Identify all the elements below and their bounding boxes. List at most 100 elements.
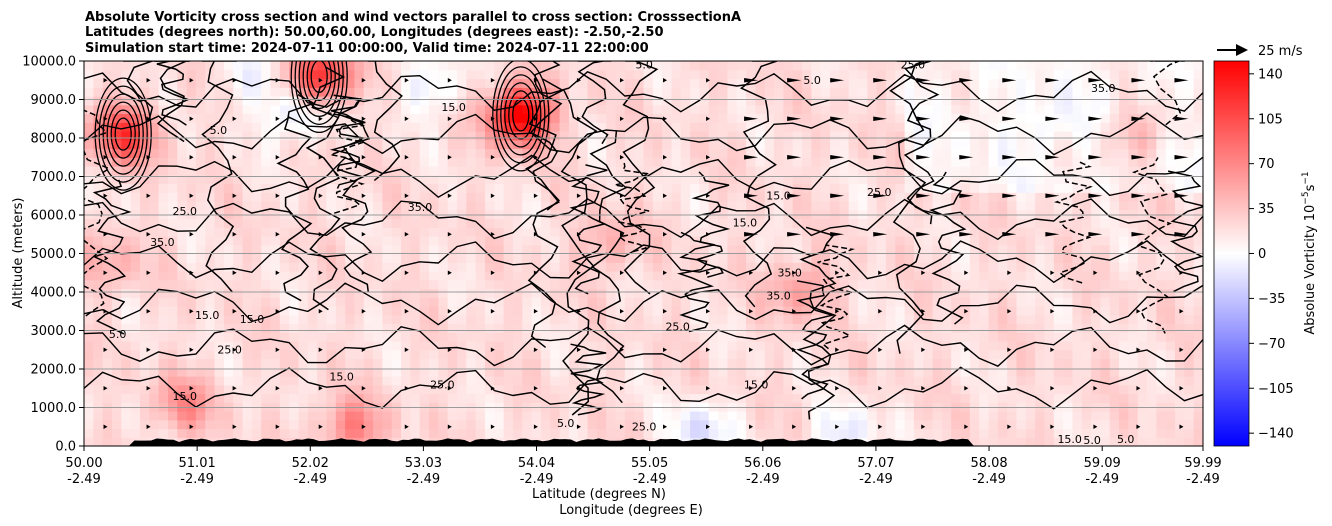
vorticity-cell — [1193, 96, 1203, 106]
vorticity-cell — [680, 323, 691, 333]
vorticity-cell — [1109, 411, 1120, 421]
vorticity-cell — [1063, 113, 1074, 123]
vorticity-cell — [512, 218, 523, 228]
vorticity-cell — [298, 402, 309, 412]
vorticity-cell — [1044, 157, 1055, 167]
vorticity-cell — [774, 297, 784, 307]
vorticity-cell — [373, 297, 383, 307]
vorticity-cell — [662, 384, 673, 395]
vorticity-cell — [149, 78, 160, 88]
vorticity-cell — [317, 201, 328, 211]
vorticity-cell — [652, 428, 663, 438]
vorticity-cell — [857, 148, 868, 158]
vorticity-cell — [1109, 358, 1120, 368]
vorticity-cell — [447, 218, 458, 228]
vorticity-cell — [466, 419, 477, 430]
vorticity-cell — [1081, 411, 1092, 421]
vorticity-cell — [438, 218, 449, 228]
vorticity-cell — [792, 306, 803, 316]
vorticity-cell — [503, 96, 514, 106]
vorticity-cell — [382, 393, 393, 403]
vorticity-cell — [242, 271, 253, 281]
vorticity-cell — [167, 192, 178, 202]
vorticity-cell — [1156, 341, 1167, 351]
vorticity-cell — [410, 139, 421, 150]
vorticity-cell — [475, 384, 486, 395]
vorticity-cell — [774, 166, 784, 176]
vorticity-cell — [634, 428, 645, 438]
vorticity-cell — [1109, 148, 1120, 158]
vorticity-cell — [457, 411, 467, 421]
vorticity-cell — [195, 174, 206, 185]
vorticity-cell — [746, 314, 756, 325]
vorticity-cell — [960, 402, 971, 412]
vorticity-cell — [186, 428, 197, 438]
vorticity-cell — [457, 358, 467, 368]
vorticity-cell — [811, 131, 822, 141]
vorticity-cell — [149, 384, 160, 395]
vorticity-cell — [1007, 262, 1018, 272]
vorticity-cell — [93, 367, 104, 377]
vorticity-cell — [774, 262, 784, 272]
vorticity-cell — [195, 87, 206, 97]
vorticity-cell — [233, 376, 244, 386]
vorticity-cell — [494, 332, 505, 342]
vorticity-cell — [1193, 402, 1203, 412]
vorticity-cell — [93, 262, 104, 272]
vorticity-cell — [261, 288, 272, 298]
vorticity-cell — [755, 332, 766, 342]
vorticity-cell — [1165, 332, 1176, 342]
vorticity-cell — [298, 183, 309, 193]
vorticity-cell — [559, 166, 570, 176]
vorticity-cell — [382, 244, 393, 255]
vorticity-cell — [373, 253, 383, 263]
vorticity-cell — [1156, 244, 1167, 255]
vorticity-cell — [447, 253, 458, 263]
vorticity-cell — [792, 192, 803, 202]
vorticity-cell — [857, 236, 868, 246]
vorticity-cell — [820, 411, 831, 421]
vorticity-cell — [690, 428, 701, 438]
vorticity-cell — [233, 113, 244, 123]
vorticity-cell — [988, 384, 999, 395]
vorticity-cell — [736, 122, 747, 132]
vorticity-cell — [1119, 271, 1129, 281]
vorticity-cell — [969, 122, 980, 132]
vorticity-cell — [923, 271, 934, 281]
vorticity-cell — [550, 157, 561, 167]
vorticity-cell — [1063, 411, 1074, 421]
vorticity-cell — [941, 104, 952, 115]
vorticity-cell — [1025, 244, 1036, 255]
vorticity-cell — [1156, 96, 1167, 106]
vorticity-cell — [708, 201, 719, 211]
vorticity-cell — [857, 279, 868, 290]
vorticity-cell — [727, 384, 738, 395]
vorticity-cell — [1156, 104, 1167, 115]
vorticity-cell — [671, 376, 682, 386]
vorticity-cell — [1063, 288, 1074, 298]
vorticity-cell — [373, 384, 383, 395]
vorticity-cell — [345, 201, 356, 211]
vorticity-cell — [774, 157, 784, 167]
vorticity-cell — [690, 87, 701, 97]
vorticity-cell — [158, 236, 169, 246]
vorticity-cell — [895, 279, 906, 290]
vorticity-cell — [997, 227, 1008, 237]
vorticity-cell — [373, 428, 383, 438]
vorticity-cell — [913, 306, 924, 316]
vorticity-cell — [1128, 323, 1139, 333]
vorticity-cell — [1137, 332, 1148, 342]
vorticity-cell — [401, 174, 411, 185]
vorticity-cell — [904, 402, 915, 412]
vorticity-cell — [727, 332, 738, 342]
vorticity-cell — [774, 236, 784, 246]
vorticity-cell — [540, 402, 551, 412]
vorticity-cell — [1119, 236, 1129, 246]
vorticity-cell — [774, 183, 784, 193]
vorticity-cell — [289, 192, 300, 202]
vorticity-cell — [913, 87, 924, 97]
vorticity-cell — [1044, 122, 1055, 132]
vorticity-cell — [475, 411, 486, 421]
vorticity-cell — [326, 384, 337, 395]
vorticity-cell — [93, 227, 104, 237]
